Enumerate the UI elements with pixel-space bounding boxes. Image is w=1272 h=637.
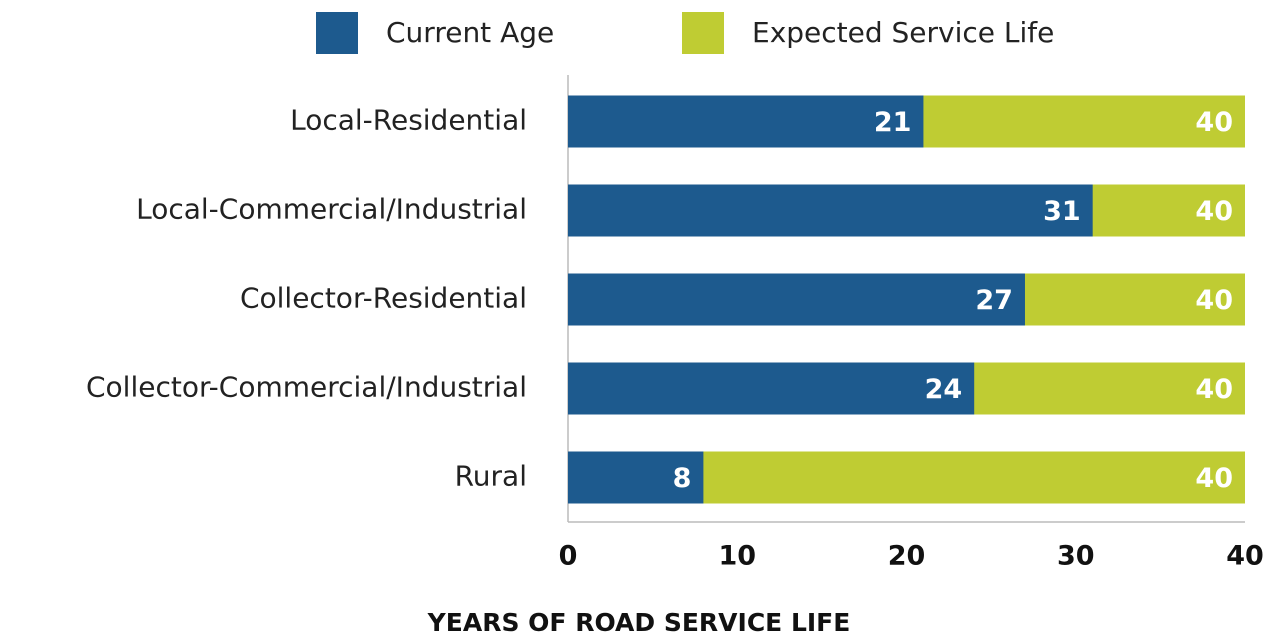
y-tick-label: Collector-Residential [240, 282, 527, 315]
value-label: 40 [1195, 463, 1233, 494]
legend-label: Current Age [386, 16, 554, 49]
y-tick-label: Collector-Commercial/Industrial [86, 371, 527, 404]
x-tick-label: 20 [888, 541, 926, 572]
value-label: 40 [1195, 196, 1233, 227]
bar [568, 451, 704, 504]
x-axis-title: YEARS OF ROAD SERVICE LIFE [427, 608, 851, 637]
x-tick-label: 10 [718, 541, 756, 572]
legend-swatch [316, 12, 358, 54]
y-tick-label: Rural [455, 460, 527, 493]
y-tick-label: Local-Residential [290, 104, 527, 137]
legend-swatch [682, 12, 724, 54]
value-label: 31 [1043, 196, 1081, 227]
bar [568, 362, 975, 415]
bar [568, 95, 924, 148]
value-label: 40 [1195, 374, 1233, 405]
bar [568, 273, 1025, 326]
value-label: 27 [975, 285, 1013, 316]
y-tick-label: Local-Commercial/Industrial [136, 193, 527, 226]
value-label: 8 [673, 463, 692, 494]
bar [568, 184, 1093, 237]
x-tick-label: 0 [559, 541, 578, 572]
value-label: 21 [874, 107, 912, 138]
legend-label: Expected Service Life [752, 16, 1054, 49]
value-label: 40 [1195, 285, 1233, 316]
value-label: 24 [925, 374, 963, 405]
x-tick-label: 40 [1226, 541, 1264, 572]
x-tick-label: 30 [1057, 541, 1095, 572]
value-label: 40 [1195, 107, 1233, 138]
